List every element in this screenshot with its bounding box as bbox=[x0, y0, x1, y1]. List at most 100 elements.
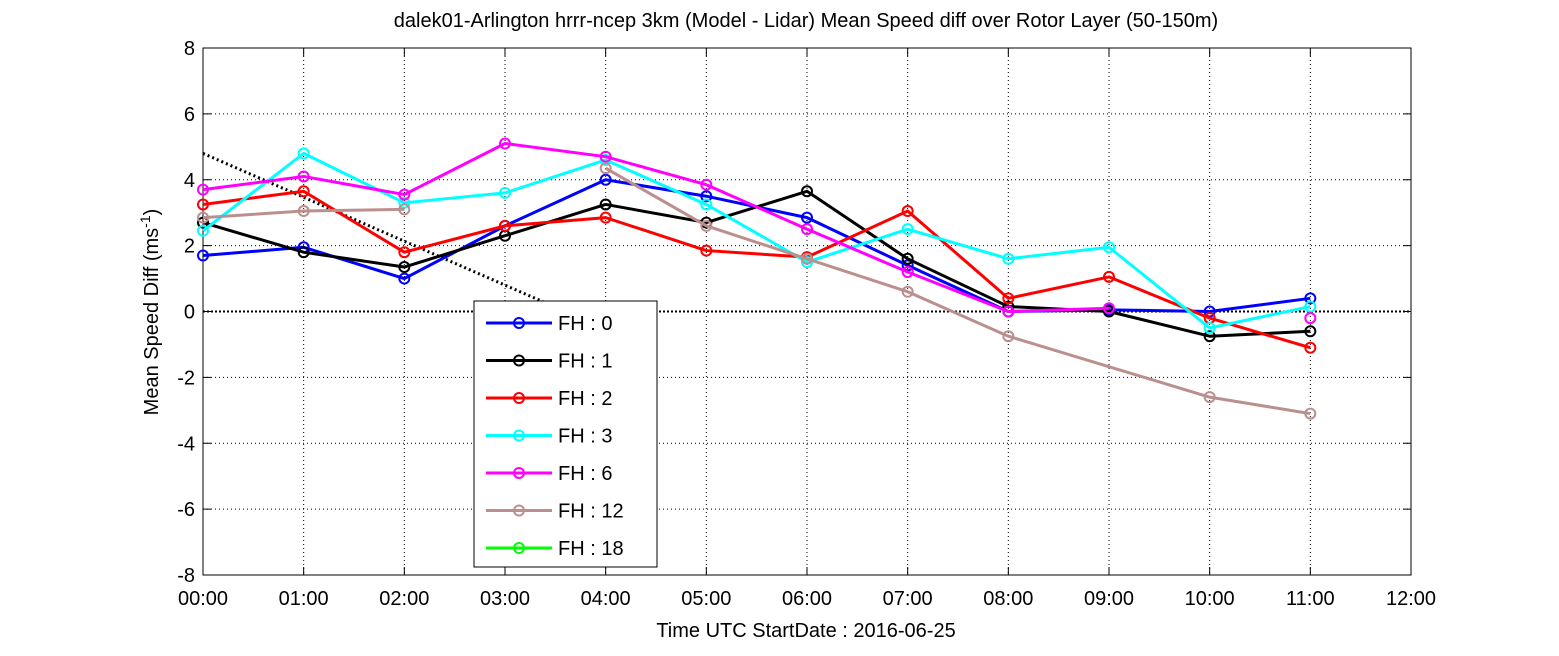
y-tick-labels: -8 -6 -4 -2 0 2 4 6 8 bbox=[177, 38, 195, 587]
data-point bbox=[901, 265, 914, 278]
series-line bbox=[604, 166, 1311, 416]
data-point bbox=[801, 252, 813, 265]
series-2 bbox=[197, 185, 1317, 354]
y-tick-label: 8 bbox=[184, 38, 195, 60]
data-point bbox=[1103, 270, 1115, 283]
y-axis-label-main: Mean Speed Diff (ms bbox=[141, 228, 163, 416]
data-point bbox=[1304, 325, 1317, 338]
x-tick-label: 08:00 bbox=[983, 588, 1033, 610]
data-point bbox=[599, 173, 612, 186]
data-point bbox=[901, 205, 914, 218]
data-point bbox=[1304, 300, 1317, 313]
series-4 bbox=[197, 137, 1317, 325]
series-line bbox=[202, 142, 1110, 313]
data-point bbox=[1304, 407, 1317, 420]
data-point bbox=[1203, 321, 1216, 334]
data-point bbox=[1002, 292, 1015, 305]
y-tick-label: -6 bbox=[177, 499, 195, 521]
data-point bbox=[901, 252, 914, 265]
data-point bbox=[398, 203, 411, 216]
series-line bbox=[202, 207, 405, 220]
legend-label: FH : 6 bbox=[558, 463, 612, 485]
x-tick-label: 05:00 bbox=[681, 588, 731, 610]
data-point bbox=[901, 285, 914, 298]
data-point bbox=[297, 205, 310, 218]
data-point bbox=[297, 246, 310, 259]
data-point bbox=[700, 219, 713, 232]
data-point bbox=[700, 198, 713, 211]
data-point bbox=[297, 170, 310, 183]
data-point bbox=[1103, 241, 1115, 254]
y-tick-label: 0 bbox=[184, 302, 195, 324]
legend: FH : 0 FH : 1 FH : 2 FH : 3 FH : 6 FH : 12 FH … bbox=[473, 300, 658, 568]
x-tick-label: 11:00 bbox=[1286, 588, 1335, 610]
data-point bbox=[197, 211, 209, 224]
data-point bbox=[1103, 302, 1115, 315]
x-tick-labels: 00:00 01:00 02:00 03:00 04:00 05:00 06:00 07:00… bbox=[178, 588, 1436, 610]
y-axis-label-sup: -1 bbox=[137, 215, 153, 228]
data-point bbox=[297, 147, 310, 160]
legend-swatch-marker bbox=[513, 354, 525, 367]
legend-swatch-marker bbox=[513, 542, 525, 554]
trend-line bbox=[202, 152, 566, 313]
x-tick-label: 00:00 bbox=[178, 588, 228, 610]
x-tick-label: 10:00 bbox=[1185, 588, 1235, 610]
y-tick-label: 2 bbox=[184, 236, 195, 258]
data-point bbox=[197, 183, 209, 196]
data-point bbox=[1002, 305, 1015, 318]
series-5 bbox=[197, 162, 1317, 420]
data-point bbox=[1002, 252, 1015, 265]
data-point bbox=[398, 246, 411, 259]
series-line bbox=[202, 189, 1311, 350]
series-line bbox=[202, 189, 1311, 338]
data-point bbox=[901, 223, 914, 236]
legend-label: FH : 18 bbox=[558, 538, 624, 560]
x-tick-label: 01:00 bbox=[279, 588, 329, 610]
data-point bbox=[1002, 330, 1015, 343]
data-point bbox=[599, 198, 612, 211]
y-tick-label: -8 bbox=[177, 565, 195, 587]
data-point bbox=[1304, 312, 1317, 325]
data-point bbox=[499, 186, 511, 199]
y-axis-label-end: ) bbox=[141, 209, 163, 216]
data-point bbox=[1203, 391, 1216, 404]
data-point bbox=[801, 211, 813, 224]
data-point bbox=[599, 211, 612, 224]
data-point bbox=[499, 137, 511, 150]
x-tick-label: 12:00 bbox=[1386, 588, 1436, 610]
y-tick-label: -2 bbox=[177, 367, 195, 389]
x-tick-label: 06:00 bbox=[782, 588, 832, 610]
data-point bbox=[599, 150, 612, 163]
data-point bbox=[197, 249, 209, 262]
data-point bbox=[599, 162, 612, 175]
data-point bbox=[1203, 330, 1216, 343]
legend-label: FH : 2 bbox=[558, 388, 612, 410]
series-layer bbox=[197, 137, 1317, 420]
y-tick-label: 6 bbox=[184, 104, 195, 126]
data-point bbox=[398, 272, 411, 285]
legend-label: FH : 12 bbox=[558, 501, 624, 523]
legend-swatch-marker bbox=[513, 317, 525, 329]
legend-label: FH : 1 bbox=[558, 351, 612, 373]
legend-swatch-marker bbox=[513, 504, 525, 517]
chart-title: dalek01-Arlington hrrr-ncep 3km (Model -… bbox=[394, 10, 1218, 32]
legend-label: FH : 0 bbox=[558, 313, 612, 335]
legend-label: FH : 3 bbox=[558, 426, 612, 448]
x-axis-label: Time UTC StartDate : 2016-06-25 bbox=[656, 620, 955, 642]
data-point bbox=[197, 224, 209, 237]
data-point bbox=[398, 261, 411, 274]
data-point bbox=[297, 185, 310, 198]
series-3 bbox=[197, 147, 1317, 334]
data-point bbox=[1304, 341, 1317, 354]
legend-swatch-marker bbox=[513, 467, 525, 479]
legend-swatch-marker bbox=[513, 429, 525, 442]
x-tick-label: 09:00 bbox=[1084, 588, 1134, 610]
data-point bbox=[700, 244, 713, 257]
legend-swatch-marker bbox=[513, 392, 525, 404]
series-line bbox=[202, 151, 1311, 330]
y-tick-label: -4 bbox=[177, 433, 195, 455]
y-axis-label: Mean Speed Diff (ms-1) bbox=[137, 209, 163, 416]
data-point bbox=[700, 190, 713, 203]
data-point bbox=[197, 198, 209, 211]
